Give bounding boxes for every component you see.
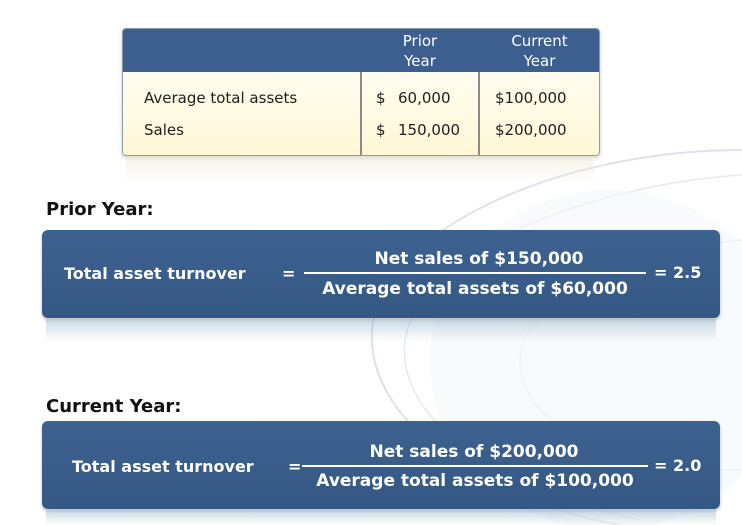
row-label: Sales [144,121,184,139]
prior-year-amount: 60,000 [398,89,451,107]
prior-year-value: $150,000 [376,117,460,143]
prior-year-amount: 150,000 [398,121,461,139]
table-row: Sales $150,000 $200,000 [123,117,599,143]
header-current-line2: Year [523,52,556,70]
header-prior-line2: Year [404,52,436,70]
column-header-current-year: Current Year [480,31,599,71]
current-year-value: $100,000 [495,89,567,107]
box-reflection [46,319,716,341]
formula-numerator: Net sales of $200,000 [369,442,579,462]
header-current-line1: Current [511,32,568,50]
equals-sign: = [288,457,302,476]
formula-numerator: Net sales of $150,000 [374,249,584,269]
assets-sales-table: Prior Year Current Year Average total as… [122,28,600,156]
formula-result: = 2.0 [654,456,702,475]
column-header-prior-year: Prior Year [361,31,479,71]
prior-year-value: $60,000 [376,85,451,111]
currency-symbol: $ [376,89,386,107]
fraction-bar [302,465,648,467]
prior-year-title: Prior Year: [46,199,154,220]
table-header: Prior Year Current Year [123,29,599,72]
column-divider [360,72,362,155]
prior-year-formula-box: Total asset turnover = Net sales of $150… [42,230,720,318]
header-prior-line1: Prior [402,32,438,50]
column-divider [478,72,480,155]
row-label: Average total assets [144,89,298,107]
fraction-bar [304,272,646,274]
current-year-value: $200,000 [495,121,567,139]
formula-label: Total asset turnover [64,264,246,283]
table-reflection [126,156,594,184]
current-year-formula-box: Total asset turnover = Net sales of $200… [42,421,720,509]
formula-denominator: Average total assets of $100,000 [316,471,634,491]
currency-symbol: $ [376,121,386,139]
current-year-title: Current Year: [46,396,182,417]
formula-result: = 2.5 [654,263,702,282]
box-reflection [46,510,716,525]
formula-denominator: Average total assets of $60,000 [322,279,628,299]
formula-label: Total asset turnover [72,457,254,476]
table-row: Average total assets $60,000 $100,000 [123,85,599,111]
equals-sign: = [282,264,296,283]
